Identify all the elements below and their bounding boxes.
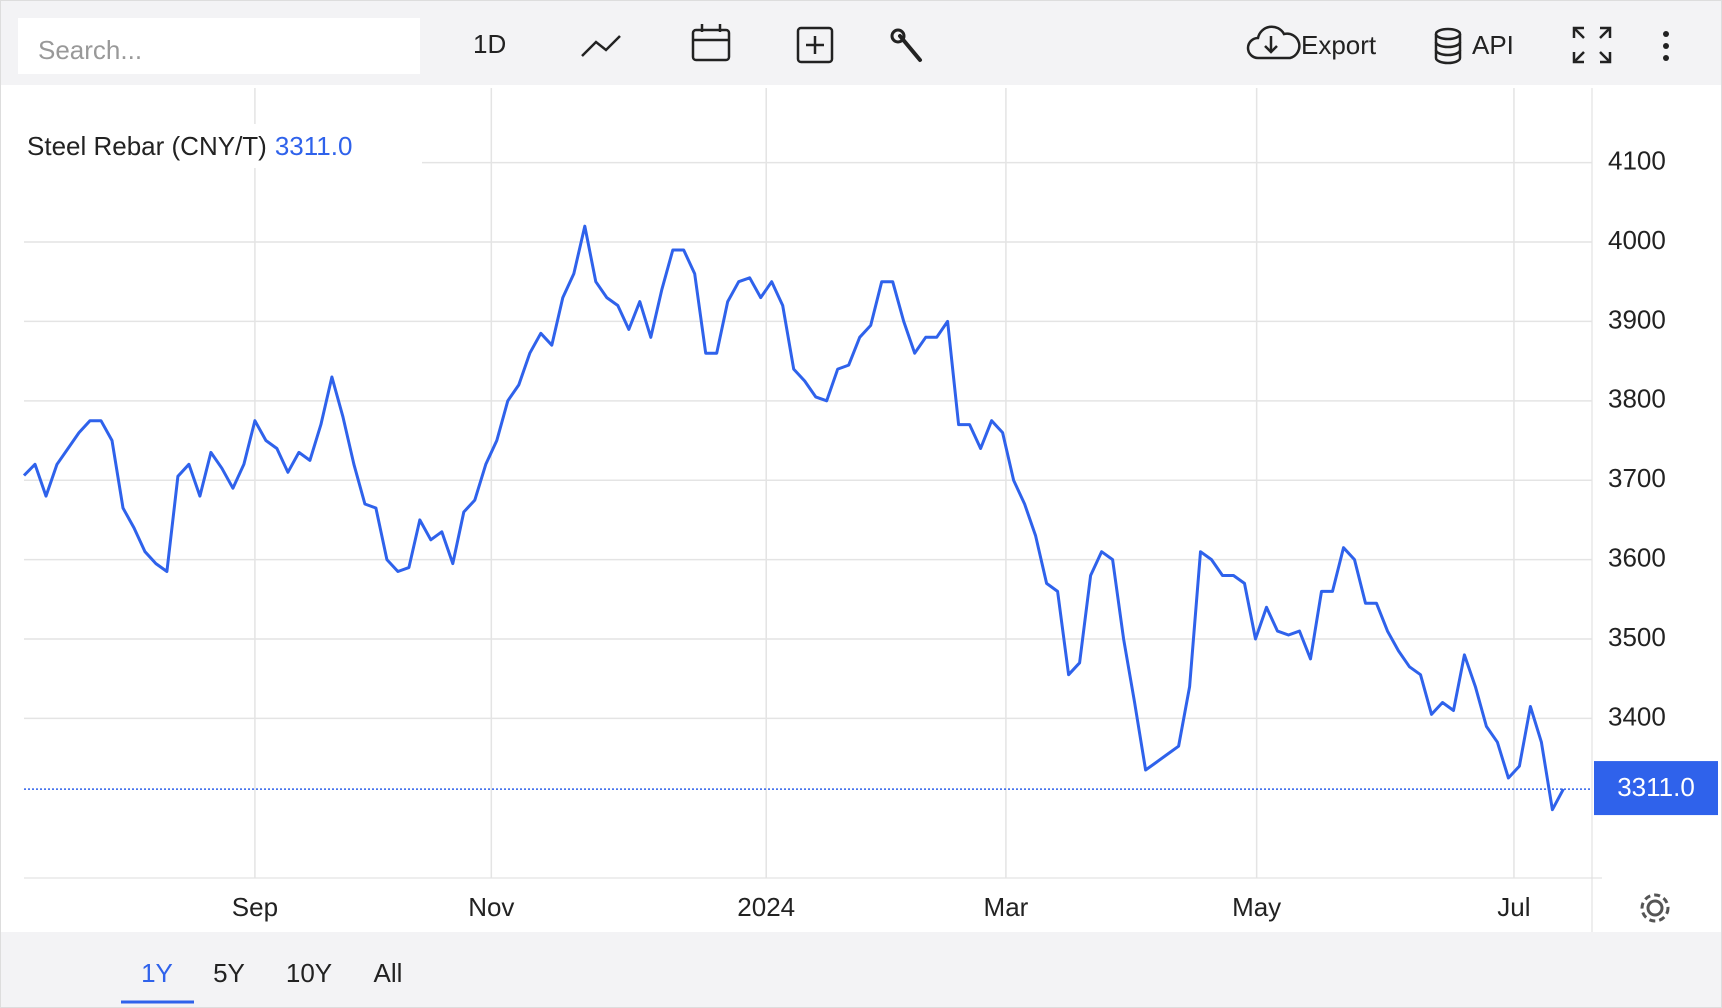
y-tick-label: 4100 (1608, 146, 1666, 176)
last-value-label: 3311.0 (1617, 772, 1695, 802)
indicator-icon[interactable] (796, 26, 834, 64)
plot-area: 3400 3500 3600 3700 3800 3900 4000 4100 Sep Nov 20… (22, 88, 1718, 932)
y-tick-label: 3900 (1608, 304, 1666, 334)
range-button[interactable]: 1Y (141, 958, 173, 988)
y-tick-label: 3400 (1608, 701, 1666, 731)
api-icon[interactable] (1434, 27, 1462, 65)
x-tick-label: Jul (1497, 892, 1530, 922)
search-placeholder: Search... (38, 35, 142, 65)
x-tick-label: Sep (232, 892, 278, 922)
range-button[interactable]: 10Y (286, 958, 332, 988)
x-tick-label: Mar (984, 892, 1029, 922)
range-button[interactable]: 5Y (213, 958, 245, 988)
range-bar (1, 932, 1721, 1007)
title-text: Steel Rebar (CNY/T) (27, 131, 267, 161)
y-tick-label: 3600 (1608, 542, 1666, 572)
gear-icon[interactable] (1640, 893, 1670, 923)
range-buttons: 1Y 5Y 10Y All (121, 958, 403, 1004)
calendar-icon[interactable] (691, 24, 731, 62)
y-tick-label: 3500 (1608, 622, 1666, 652)
y-tick-label: 3800 (1608, 384, 1666, 414)
interval-button[interactable]: 1D (473, 29, 506, 59)
export-button[interactable]: Export (1301, 30, 1377, 60)
range-button[interactable]: All (374, 958, 403, 988)
api-button[interactable]: API (1472, 30, 1514, 60)
title-last-value: 3311.0 (275, 131, 353, 161)
x-tick-label: Nov (468, 892, 514, 922)
chart-type-icon[interactable] (581, 35, 621, 57)
chart-title: Steel Rebar (CNY/T) 3311.0 (27, 131, 352, 161)
x-tick-label: May (1232, 892, 1281, 922)
y-tick-label: 3700 (1608, 463, 1666, 493)
fullscreen-icon[interactable] (1572, 26, 1612, 64)
price-line (22, 224, 1565, 812)
search-box[interactable] (18, 18, 420, 74)
settings-wrench-icon[interactable] (890, 28, 922, 62)
last-value-badge (1594, 761, 1718, 816)
export-icon[interactable] (1246, 25, 1301, 60)
more-menu-icon[interactable] (1663, 31, 1669, 61)
title-box (22, 124, 422, 168)
x-tick-label: 2024 (737, 892, 795, 922)
y-tick-label: 4000 (1608, 225, 1666, 255)
